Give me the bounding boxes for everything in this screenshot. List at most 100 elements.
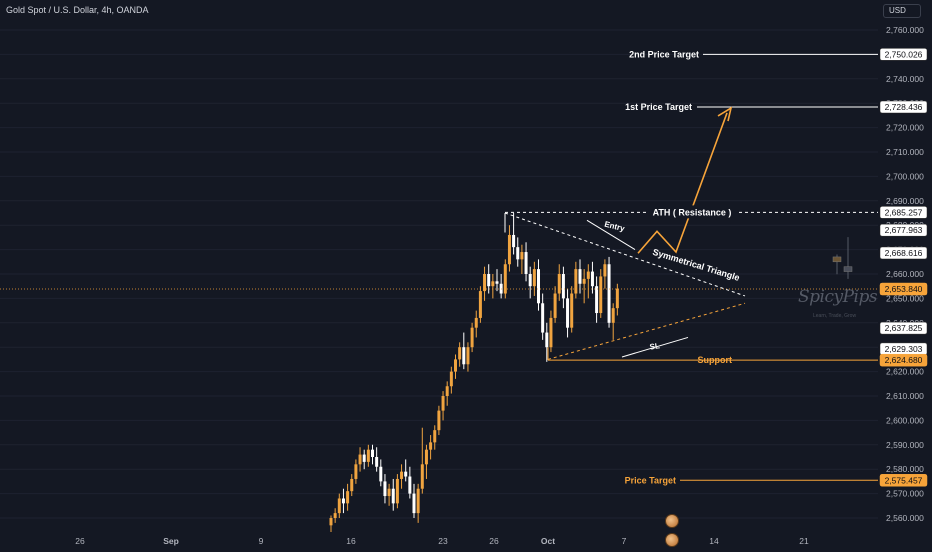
candle-body bbox=[395, 478, 399, 504]
chart-grid bbox=[0, 29, 878, 519]
resistance-label: ATH ( Resistance ) bbox=[653, 207, 732, 217]
candle-body bbox=[362, 454, 366, 462]
price-tag-box bbox=[879, 282, 928, 296]
candle-body bbox=[557, 274, 561, 294]
resistance-label-bg bbox=[648, 205, 736, 219]
currency-button[interactable]: USD bbox=[883, 4, 921, 18]
candle-body bbox=[391, 488, 395, 504]
ghost-candle-body bbox=[832, 256, 842, 263]
candle-body bbox=[420, 464, 424, 489]
price-axis[interactable]: 2,560.000 2,570.000 2,580.000 2,590.000 2,60… bbox=[878, 0, 932, 550]
time-tick-label: 23 bbox=[438, 536, 448, 546]
candle-body bbox=[350, 478, 354, 492]
price-tick-label: 2,620.000 bbox=[886, 367, 924, 377]
candle-body bbox=[537, 269, 540, 304]
candle-body bbox=[424, 449, 428, 465]
price-tick-label: 2,650.000 bbox=[886, 293, 924, 303]
candle-body bbox=[553, 293, 557, 318]
candle-body bbox=[462, 347, 466, 365]
price-tick-label: 2,720.000 bbox=[886, 123, 924, 133]
price-tick-label: 2,690.000 bbox=[886, 196, 924, 206]
candle-body bbox=[433, 430, 437, 443]
candle-body bbox=[371, 449, 374, 457]
time-tick-label: Sep bbox=[163, 536, 179, 546]
candle-body bbox=[491, 281, 495, 287]
candle-body bbox=[520, 252, 524, 260]
price-axis-background bbox=[878, 0, 932, 550]
price-tag-box bbox=[879, 246, 928, 260]
price-tick-label: 2,600.000 bbox=[886, 415, 924, 425]
candle-body bbox=[595, 286, 599, 314]
event-flag-icon[interactable] bbox=[665, 514, 679, 528]
price-tag-label: 2,575.457 bbox=[885, 475, 923, 485]
candle-body bbox=[615, 288, 619, 309]
candle-body bbox=[354, 464, 358, 479]
candle-body bbox=[366, 449, 370, 462]
candle-body bbox=[333, 513, 337, 518]
candle-body bbox=[512, 234, 516, 248]
price-tag-box bbox=[879, 206, 928, 219]
price-tag-label: 2,668.616 bbox=[885, 248, 923, 258]
projection-arrowhead bbox=[717, 106, 733, 122]
candle-body bbox=[487, 274, 491, 287]
price-target-label: Price Target bbox=[625, 475, 676, 485]
candle-body bbox=[483, 274, 487, 292]
price-tag-label: 2,728.436 bbox=[885, 102, 923, 112]
candle-body bbox=[383, 481, 387, 497]
watermark-tagline: Learn, Trade, Grow bbox=[813, 313, 857, 319]
candle-body bbox=[441, 396, 445, 411]
time-tick-label: 14 bbox=[709, 536, 719, 546]
event-icons[interactable] bbox=[665, 514, 695, 547]
candle-body bbox=[358, 454, 362, 465]
price-tag-box bbox=[879, 353, 928, 367]
price-tick-label: 2,570.000 bbox=[886, 489, 924, 499]
price-tag-label: 2,637.825 bbox=[885, 323, 923, 333]
ghost-candle-body bbox=[843, 266, 853, 272]
candle-body bbox=[346, 491, 350, 504]
time-tick-label: 7 bbox=[622, 536, 627, 546]
candle-body bbox=[329, 518, 333, 526]
candle-body bbox=[416, 488, 420, 514]
price-tick-label: 2,590.000 bbox=[886, 440, 924, 450]
time-axis[interactable]: 26 Sep 9 16 23 26 Oct 7 14 21 bbox=[0, 532, 878, 550]
price-tick-label: 2,710.000 bbox=[886, 147, 924, 157]
candle-body bbox=[412, 493, 416, 514]
triangle-upper-line bbox=[504, 212, 746, 297]
sl-marker-line bbox=[621, 336, 689, 358]
projection-path bbox=[637, 112, 728, 254]
candle-body bbox=[541, 303, 545, 333]
candle-body bbox=[578, 269, 582, 284]
triangle-lower-line bbox=[547, 302, 746, 360]
candle-body bbox=[607, 264, 611, 323]
candle-body bbox=[495, 281, 499, 284]
first-target-label: 1st Price Target bbox=[625, 102, 692, 112]
candle-body bbox=[449, 371, 453, 387]
candle-body bbox=[590, 271, 594, 287]
candle-body bbox=[341, 498, 345, 504]
time-axis-background bbox=[0, 532, 878, 550]
candle-body bbox=[458, 347, 462, 360]
entry-label: Entry bbox=[604, 220, 627, 234]
candle-body bbox=[337, 498, 341, 514]
candle-body bbox=[566, 298, 570, 328]
time-tick-label: 9 bbox=[259, 536, 264, 546]
candle-body bbox=[466, 347, 470, 365]
price-tick-label: 2,580.000 bbox=[886, 464, 924, 474]
candle-body bbox=[400, 471, 404, 479]
event-flag-icon[interactable] bbox=[665, 533, 679, 547]
candle-body bbox=[574, 269, 578, 294]
time-tick-label: 21 bbox=[799, 536, 809, 546]
candlestick-series bbox=[329, 213, 853, 533]
watermark-logo: SpicyPips bbox=[798, 287, 878, 307]
candle-body bbox=[404, 471, 408, 477]
candle-body bbox=[474, 317, 478, 328]
candle-body bbox=[437, 410, 441, 431]
candle-body bbox=[524, 252, 528, 274]
candle-body bbox=[611, 308, 615, 323]
candle-body bbox=[528, 274, 532, 287]
time-tick-label: 26 bbox=[489, 536, 499, 546]
candle-body bbox=[375, 457, 379, 467]
candle-body bbox=[582, 278, 586, 284]
price-tag-box bbox=[879, 48, 928, 61]
